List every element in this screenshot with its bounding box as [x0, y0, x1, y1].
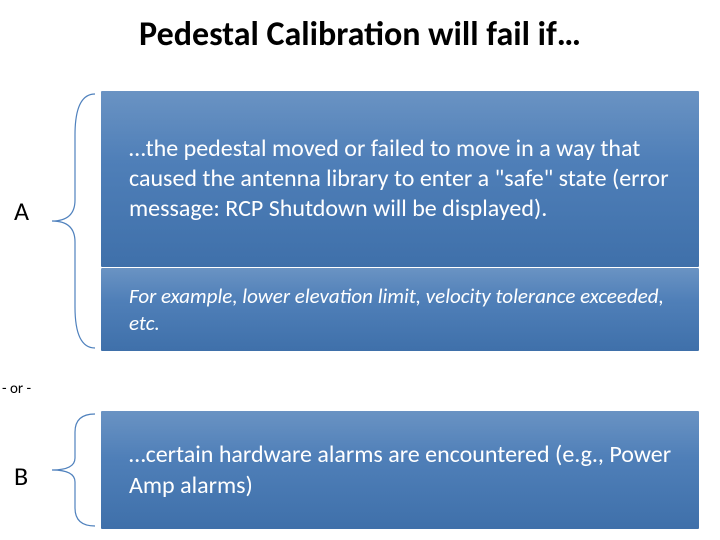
- brace-a-icon: [40, 90, 100, 352]
- block-a-main: …the pedestal moved or failed to move in…: [100, 90, 700, 268]
- group-label-b: B: [14, 460, 28, 492]
- slide-title: Pedestal Calibration will fail if…: [0, 14, 720, 55]
- group-a-container: …the pedestal moved or failed to move in…: [100, 90, 700, 352]
- block-a-example-text: For example, lower elevation limit, velo…: [129, 283, 681, 336]
- group-label-a: A: [14, 195, 29, 227]
- brace-b-icon: [40, 410, 100, 530]
- block-a-main-text: …the pedestal moved or failed to move in…: [129, 134, 681, 224]
- block-b-main: …certain hardware alarms are encountered…: [100, 410, 700, 530]
- or-separator: - or -: [2, 380, 31, 398]
- group-b-container: …certain hardware alarms are encountered…: [100, 410, 700, 530]
- block-a-example: For example, lower elevation limit, velo…: [100, 268, 700, 352]
- block-b-main-text: …certain hardware alarms are encountered…: [129, 439, 681, 501]
